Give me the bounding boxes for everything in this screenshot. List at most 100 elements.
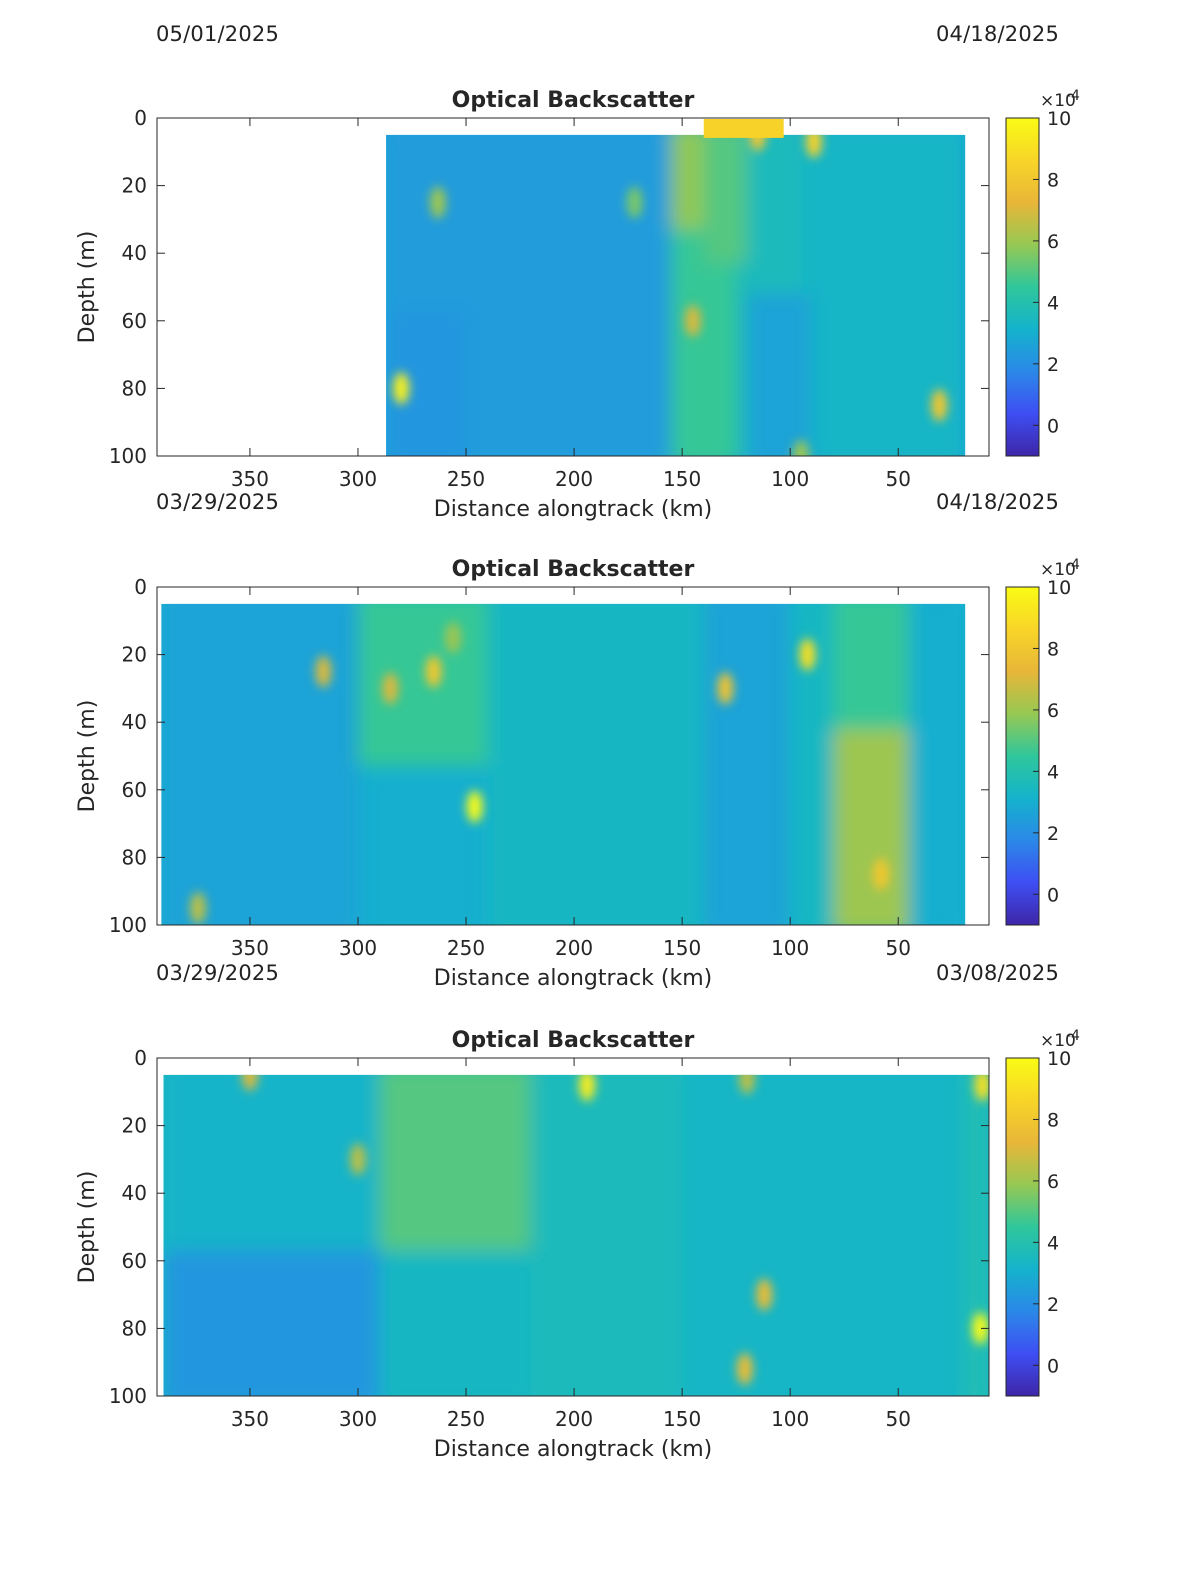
x-tick-label: 150 bbox=[663, 1407, 701, 1431]
heatmap-hotspot bbox=[736, 1352, 753, 1385]
x-tick-label: 150 bbox=[663, 467, 701, 491]
colorbar-tick-label: 8 bbox=[1047, 169, 1059, 191]
y-tick-label: 40 bbox=[122, 710, 147, 734]
x-tick-label: 100 bbox=[771, 1407, 809, 1431]
x-axis-label: Distance alongtrack (km) bbox=[434, 1437, 712, 1462]
colorbar-tick-label: 2 bbox=[1047, 823, 1059, 845]
date-label-top-right: 04/18/2025 bbox=[936, 22, 1060, 46]
x-tick-label: 300 bbox=[339, 1407, 377, 1431]
y-tick-label: 80 bbox=[122, 1316, 147, 1340]
heatmap-hotspot bbox=[626, 186, 643, 219]
axes-frame bbox=[156, 586, 990, 926]
y-tick-label: 100 bbox=[109, 913, 147, 937]
y-tick-label: 60 bbox=[122, 309, 147, 333]
colorbar: 0 2 4 6 8 10×10-4 bbox=[1005, 557, 1080, 926]
colorbar-gradient bbox=[1005, 586, 1040, 926]
colorbar-tick-label: 6 bbox=[1047, 1171, 1059, 1193]
heatmap-hotspot bbox=[974, 1074, 990, 1102]
colorbar-exponent: -4 bbox=[1066, 557, 1080, 573]
axes-frame bbox=[156, 1057, 990, 1397]
y-tick-label: 40 bbox=[122, 1181, 147, 1205]
colorbar-tick-label: 8 bbox=[1047, 638, 1059, 660]
date-label-third-left: 03/29/2025 bbox=[156, 961, 280, 985]
heatmap-hotspot bbox=[717, 672, 734, 705]
chart-title: Optical Backscatter bbox=[452, 88, 695, 113]
x-tick-label: 300 bbox=[339, 936, 377, 960]
chart-panel-2: 350 300 250 200 150 100 50020406080100Optical … bbox=[75, 557, 1080, 991]
heatmap-surface-patch bbox=[703, 119, 784, 138]
y-tick-label: 0 bbox=[134, 575, 147, 599]
x-axis-label: Distance alongtrack (km) bbox=[434, 966, 712, 991]
heatmap-region bbox=[703, 134, 747, 264]
heatmap-hotspot bbox=[241, 1074, 258, 1091]
x-tick-label: 250 bbox=[447, 467, 485, 491]
x-tick-label: 200 bbox=[555, 467, 593, 491]
y-tick-label: 20 bbox=[122, 1114, 147, 1138]
heatmap-field bbox=[163, 1074, 990, 1397]
chart-panel-3: 350 300 250 200 150 100 50020406080100Optical … bbox=[75, 1028, 1080, 1462]
heatmap-region bbox=[530, 1074, 683, 1397]
x-tick-label: 50 bbox=[886, 467, 911, 491]
heatmap-hotspot bbox=[792, 440, 809, 456]
y-axis-label: Depth (m) bbox=[75, 1171, 100, 1284]
heatmap-region bbox=[161, 603, 358, 926]
y-tick-label: 100 bbox=[109, 1384, 147, 1408]
x-tick-label: 200 bbox=[555, 936, 593, 960]
colorbar-tick-label: 6 bbox=[1047, 700, 1059, 722]
date-label-top-left: 05/01/2025 bbox=[156, 22, 280, 46]
x-tick-label: 350 bbox=[231, 1407, 269, 1431]
y-tick-label: 60 bbox=[122, 1249, 147, 1273]
heatmap-region bbox=[963, 1074, 989, 1397]
heatmap-region bbox=[379, 1250, 531, 1397]
heatmap-hotspot bbox=[466, 790, 483, 823]
heatmap-region bbox=[487, 603, 704, 926]
colorbar-multiplier: ×10 bbox=[1040, 91, 1076, 111]
colorbar-tick-label: 0 bbox=[1047, 1355, 1059, 1377]
x-tick-label: 50 bbox=[886, 936, 911, 960]
heatmap-field bbox=[386, 134, 966, 456]
heatmap-region bbox=[357, 603, 488, 766]
x-tick-label: 350 bbox=[231, 467, 269, 491]
x-tick-label: 150 bbox=[663, 936, 701, 960]
y-tick-label: 20 bbox=[122, 643, 147, 667]
heatmap-hotspot bbox=[749, 134, 766, 151]
y-tick-label: 0 bbox=[134, 106, 147, 130]
heatmap-hotspot bbox=[382, 672, 399, 705]
y-tick-label: 100 bbox=[109, 444, 147, 468]
colorbar-gradient bbox=[1005, 117, 1040, 457]
colorbar-multiplier: ×10 bbox=[1040, 560, 1076, 580]
heatmap-hotspot bbox=[349, 1143, 366, 1176]
y-tick-label: 80 bbox=[122, 845, 147, 869]
x-tick-label: 200 bbox=[555, 1407, 593, 1431]
panels: 350 300 250 200 150 100 50020406080100Optical … bbox=[75, 88, 1080, 1462]
heatmap-region bbox=[746, 293, 812, 456]
colorbar: 0 2 4 6 8 10×10-4 bbox=[1005, 88, 1080, 457]
chart-panel-1: 350 300 250 200 150 100 50020406080100Optical … bbox=[75, 88, 1080, 522]
colorbar-tick-label: 8 bbox=[1047, 1109, 1059, 1131]
heatmap-hotspot bbox=[315, 655, 332, 688]
heatmap-hotspot bbox=[738, 1074, 755, 1095]
colorbar-tick-label: 2 bbox=[1047, 1294, 1059, 1316]
colorbar: 0 2 4 6 8 10×10-4 bbox=[1005, 1028, 1080, 1397]
heatmap-hotspot bbox=[799, 638, 816, 671]
colorbar-tick-label: 0 bbox=[1047, 884, 1059, 906]
colorbar-multiplier: ×10 bbox=[1040, 1031, 1076, 1051]
colorbar-exponent: -4 bbox=[1066, 88, 1080, 104]
heatmap-hotspot bbox=[429, 186, 446, 219]
x-tick-label: 250 bbox=[447, 1407, 485, 1431]
heatmap-hotspot bbox=[972, 1312, 989, 1345]
heatmap-hotspot bbox=[872, 858, 889, 891]
date-label-third-right: 03/08/2025 bbox=[936, 961, 1060, 985]
heatmap-region bbox=[703, 603, 791, 926]
chart-title: Optical Backscatter bbox=[452, 557, 695, 582]
axes-frame bbox=[156, 117, 990, 457]
y-axis-label: Depth (m) bbox=[75, 700, 100, 813]
colorbar-tick-label: 10 bbox=[1047, 1048, 1071, 1070]
colorbar-tick-label: 0 bbox=[1047, 415, 1059, 437]
colorbar-tick-label: 6 bbox=[1047, 231, 1059, 253]
chart-title: Optical Backscatter bbox=[452, 1028, 695, 1053]
x-tick-label: 100 bbox=[771, 936, 809, 960]
heatmap-region bbox=[909, 603, 966, 926]
heatmap-hotspot bbox=[756, 1278, 773, 1311]
y-tick-label: 20 bbox=[122, 174, 147, 198]
